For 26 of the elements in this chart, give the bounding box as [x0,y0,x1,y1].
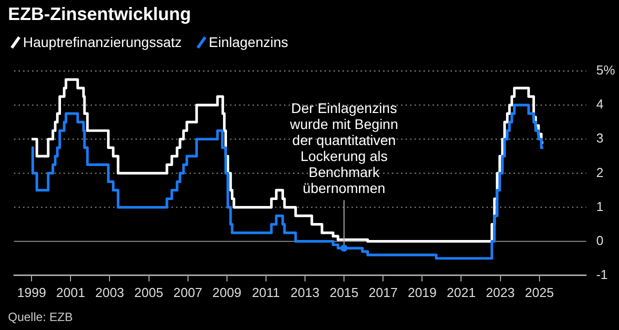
legend-label: Einlagenzins [208,34,288,50]
x-tick-label: 2017 [368,284,398,300]
y-tick-label: 4 [596,96,604,112]
x-tick-label: 2007 [173,284,202,300]
x-tick-label: 2021 [446,284,476,300]
legend-label: Hauptrefinanzierungssatz [23,34,182,50]
x-tick-label: 2011 [252,284,280,300]
y-tick-label: 5% [596,62,616,78]
y-tick-label: 3 [596,130,604,146]
y-tick-label: -1 [596,266,608,282]
x-tick-label: 1999 [17,284,46,300]
x-tick-label: 2023 [486,284,515,300]
y-tick-label: 0 [596,232,604,248]
y-tick-label: 1 [596,198,604,214]
annotation: Der Einlagenzins wurde mit Beginn der quantitativen Lockerung als Benchmark übernommen [288,100,398,196]
x-tick-label: 2009 [212,284,242,300]
x-tick-label: 2019 [408,284,437,300]
source-note: Quelle: EZB [8,310,73,324]
x-tick-label: 2025 [524,284,554,300]
y-tick-label: 2 [596,164,604,180]
chart-title: EZB-Zinsentwicklung [8,4,192,25]
x-tick-label: 2001 [56,284,86,300]
x-tick-label: 2005 [134,284,164,300]
x-tick-label: 2013 [290,284,320,300]
x-tick-label: 2015 [330,284,359,300]
x-tick-label: 2003 [95,284,124,300]
